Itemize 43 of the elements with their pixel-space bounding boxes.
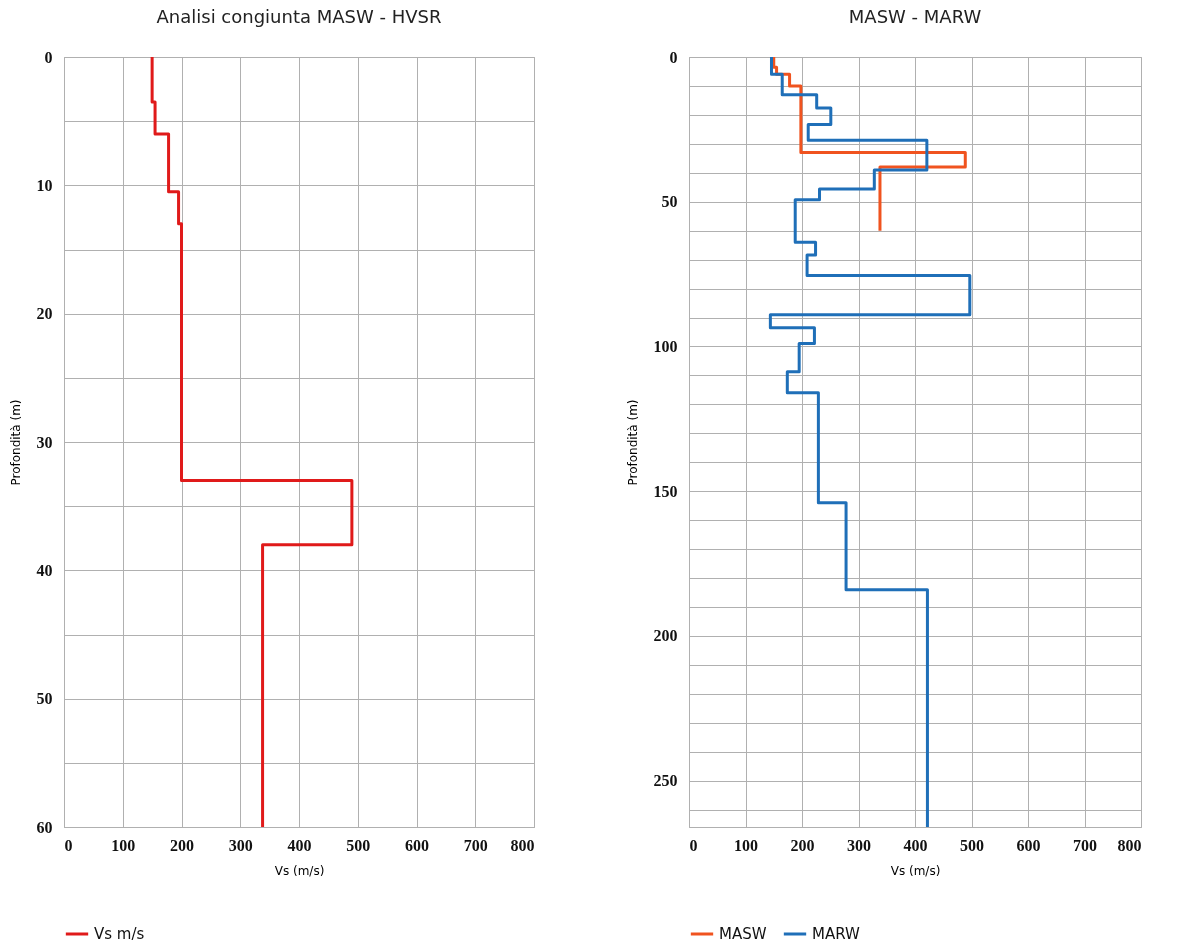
x-tick-label: 700: [463, 836, 488, 854]
x-tick-label: 0: [64, 836, 73, 854]
x-tick-label: 300: [847, 836, 871, 854]
y-tick-label: 60: [36, 818, 53, 836]
x-tick-label: 400: [903, 836, 928, 854]
y-tick-label: 200: [653, 627, 678, 645]
y-tick-label: 0: [669, 48, 678, 66]
x-tick-label: 500: [960, 836, 984, 854]
legend-label: MASW: [719, 925, 767, 943]
y-axis-title: Profondità (m): [625, 399, 640, 486]
x-tick-label: 600: [405, 836, 429, 854]
line-series: [768, 55, 972, 829]
y-tick-label: 50: [36, 690, 53, 708]
x-tick-label: 400: [287, 836, 312, 854]
line-series: [150, 55, 354, 829]
y-tick-label: 50: [661, 193, 678, 211]
y-tick-label: 250: [653, 772, 678, 790]
x-tick-label: 0: [689, 836, 698, 854]
legend-label: MARW: [812, 925, 861, 943]
y-tick-label: 150: [653, 482, 678, 500]
line-series: [772, 55, 967, 233]
legend-label: Vs m/s: [94, 925, 145, 943]
x-tick-label: 200: [170, 836, 194, 854]
x-axis-title: Vs (m/s): [274, 863, 325, 878]
y-tick-label: 20: [36, 305, 53, 323]
x-tick-label: 200: [790, 836, 815, 854]
chart-title: MASW - MARW: [848, 6, 982, 27]
x-tick-label: 500: [346, 836, 371, 854]
x-tick-label: 800: [510, 836, 535, 854]
x-tick-label: 300: [228, 836, 253, 854]
y-tick-label: 40: [36, 561, 53, 579]
y-tick-label: 30: [36, 433, 53, 451]
x-tick-label: 700: [1073, 836, 1097, 854]
x-tick-label: 100: [734, 836, 758, 854]
y-tick-label: 10: [36, 176, 53, 194]
y-axis-title: Profondità (m): [8, 399, 23, 486]
y-tick-label: 100: [653, 337, 678, 355]
y-tick-label: 0: [44, 48, 53, 66]
x-tick-label: 100: [111, 836, 136, 854]
x-tick-label: 800: [1117, 836, 1142, 854]
x-axis-title: Vs (m/s): [890, 863, 941, 878]
x-tick-label: 600: [1016, 836, 1041, 854]
chart-title: Analisi congiunta MASW - HVSR: [156, 6, 442, 27]
